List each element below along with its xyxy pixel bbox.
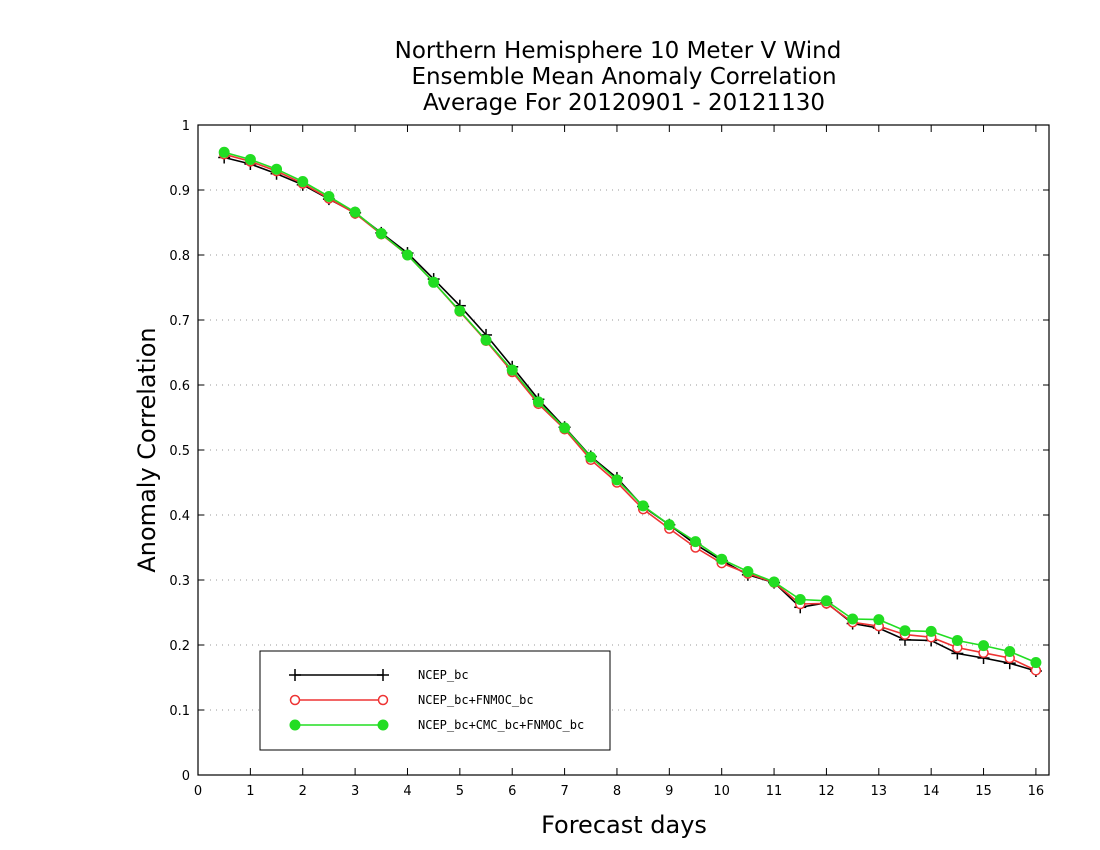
x-tick-label: 12: [818, 784, 835, 799]
x-tick-label: 16: [1028, 784, 1045, 799]
x-tick-label: 3: [351, 784, 359, 799]
x-tick-label: 15: [975, 784, 992, 799]
x-tick-label: 8: [613, 784, 621, 799]
series-3-point: [506, 364, 518, 376]
series-3-point: [637, 500, 649, 512]
series-1: [218, 151, 1042, 677]
x-tick-label: 4: [403, 784, 411, 799]
title-line-2: Ensemble Mean Anomaly Correlation: [411, 64, 836, 90]
series-3-point: [820, 595, 832, 607]
series-3-point: [271, 163, 283, 175]
x-tick-label: 2: [299, 784, 307, 799]
legend-label: NCEP_bc+CMC_bc+FNMOC_bc: [418, 718, 584, 732]
series-3-point: [873, 614, 885, 626]
series-2: [218, 149, 1042, 676]
axis-ticks: 00.10.20.30.40.50.60.70.80.910 1 2 3 4 5 6 7 8 9 1…: [169, 119, 1049, 799]
series-3-point: [323, 191, 335, 202]
series-1-line: [224, 156, 1037, 672]
series-3-point: [690, 536, 702, 548]
x-tick-label: 14: [923, 784, 940, 799]
legend-label: NCEP_bc+FNMOC_bc: [418, 693, 534, 707]
x-tick-label: 5: [456, 784, 464, 799]
series-3-point: [244, 153, 256, 165]
x-tick-label: 13: [871, 784, 888, 799]
series-3-point: [297, 176, 309, 188]
title-line-1: Northern Hemisphere 10 Meter V Wind: [395, 38, 842, 64]
legend-item: NCEP_bc+CMC_bc+FNMOC_bc: [289, 718, 584, 732]
y-tick-label: 0.1: [169, 704, 190, 719]
x-tick-label: 9: [665, 784, 673, 799]
y-tick-label: 0.3: [169, 574, 190, 589]
series-3-point: [951, 634, 963, 646]
y-tick-label: 0.7: [169, 314, 190, 329]
legend-label: NCEP_bc: [418, 668, 469, 682]
legend-swatch-start-point: [289, 669, 301, 681]
series-layer: [218, 146, 1042, 677]
x-tick-label: 6: [508, 784, 516, 799]
series-3-point: [428, 276, 440, 288]
y-tick-label: 0.8: [169, 249, 190, 264]
legend-item: NCEP_bc: [289, 668, 469, 682]
series-3-point: [1004, 646, 1016, 657]
series-3-point: [218, 146, 230, 158]
legend-swatch-start-point: [289, 694, 301, 706]
y-tick-label: 0.5: [169, 444, 190, 459]
series-3-point: [611, 474, 623, 486]
series-3-point: [480, 334, 492, 346]
series-3-point: [847, 613, 859, 625]
series-3-point: [454, 305, 466, 317]
legend-item: NCEP_bc+FNMOC_bc: [289, 693, 534, 707]
legend-swatch-start-point: [289, 719, 301, 731]
x-tick-label: 0: [194, 784, 202, 799]
chart-title: Northern Hemisphere 10 Meter V Wind Ense…: [395, 38, 842, 116]
y-tick-label: 0.6: [169, 379, 190, 394]
series-3-point: [1030, 657, 1042, 669]
series-3-line: [223, 151, 1037, 664]
series-3-point: [532, 396, 544, 408]
legend: NCEP_bc NCEP_bc+FNMOC_bc NCEP_bc+CMC_bc+FN…: [259, 650, 611, 751]
x-tick-label: 10: [713, 784, 730, 799]
series-3-point: [663, 519, 675, 531]
y-tick-label: 0.9: [169, 184, 190, 199]
x-tick-label: 1: [246, 784, 254, 799]
series-3-point: [716, 553, 728, 565]
y-tick-label: 0: [182, 769, 190, 784]
y-axis-label: Anomaly Correlation: [133, 327, 161, 572]
series-3-point: [899, 625, 911, 637]
series-3-point: [585, 451, 597, 463]
x-tick-label: 7: [560, 784, 568, 799]
series-3-point: [375, 228, 387, 240]
series-3-point: [768, 576, 780, 588]
series-3-point: [925, 625, 937, 637]
series-3: [218, 146, 1042, 669]
series-3-point: [401, 249, 413, 261]
legend-swatch-end-point: [377, 719, 389, 731]
series-3-point: [978, 640, 990, 652]
series-3-point: [349, 206, 361, 218]
legend-swatch-end-point: [377, 669, 389, 681]
y-tick-label: 0.2: [169, 639, 190, 654]
legend-swatch-end-point: [377, 694, 389, 706]
x-axis-label: Forecast days: [541, 811, 707, 839]
series-3-point: [559, 422, 571, 434]
y-tick-label: 0.4: [169, 509, 190, 524]
grid-lines: [198, 189, 1049, 711]
legend-items: NCEP_bc NCEP_bc+FNMOC_bc NCEP_bc+CMC_bc+FN…: [289, 668, 584, 732]
x-tick-label: 11: [766, 784, 783, 799]
series-2-line: [223, 153, 1037, 672]
title-line-3: Average For 20120901 - 20121130: [423, 90, 825, 116]
series-3-point: [742, 566, 754, 578]
series-3-point: [794, 594, 806, 605]
y-tick-label: 1: [182, 119, 190, 134]
